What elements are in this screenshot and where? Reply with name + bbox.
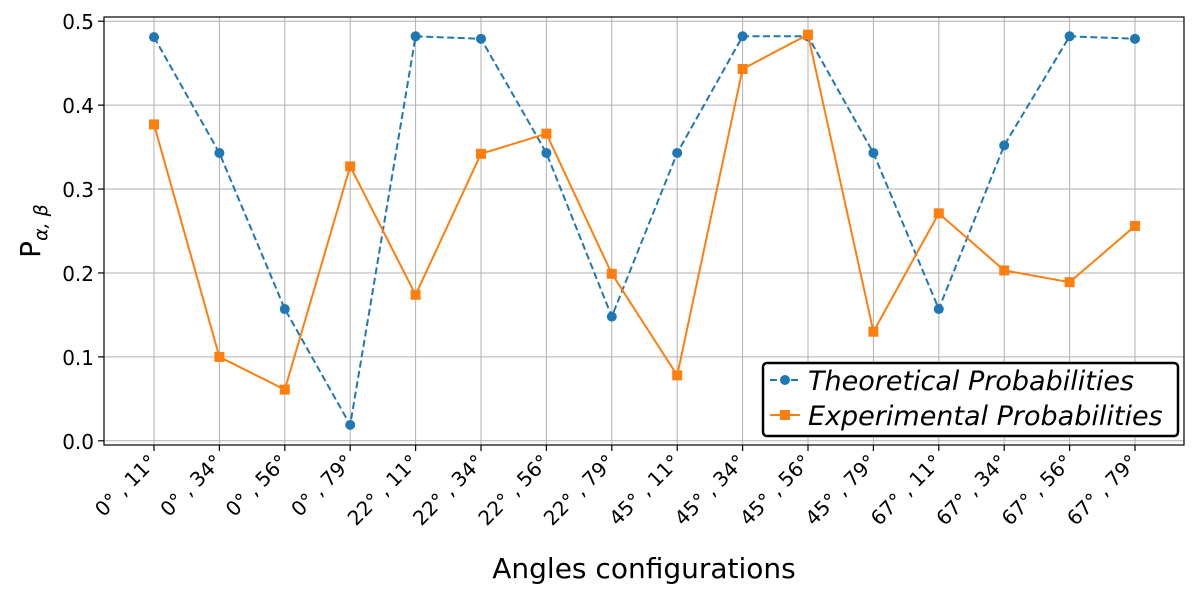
data-point-theoretical [149, 32, 159, 43]
data-point-experimental [606, 268, 617, 279]
data-point-experimental [737, 64, 748, 75]
data-point-experimental [672, 370, 683, 381]
y-tick-label: 0.3 [62, 178, 94, 202]
data-point-experimental [868, 326, 879, 337]
series-layer [149, 29, 1140, 430]
data-point-theoretical [737, 31, 748, 42]
data-point-experimental [476, 148, 486, 159]
legend-entry-experimental: Experimental Probabilities [770, 401, 1163, 432]
x-axis: 0° , 11°0° , 34°0° , 56°0° , 79°22° , 11… [90, 445, 1143, 530]
y-tick-label: 0.5 [62, 10, 94, 34]
x-tick-label: 45° , 11° [604, 450, 685, 531]
data-point-theoretical [933, 304, 944, 315]
legend-marker-experimental [780, 410, 790, 420]
data-point-experimental [1064, 277, 1075, 288]
x-tick-label: 0° , 34° [155, 450, 227, 522]
y-tick-label: 0.4 [62, 94, 94, 118]
plot-frame [103, 16, 1185, 446]
y-tick-label: 0.1 [62, 346, 94, 370]
x-tick-label: 67° , 56° [997, 450, 1078, 531]
data-point-experimental [279, 384, 290, 395]
data-point-experimental [999, 265, 1010, 276]
data-point-experimental [410, 289, 421, 300]
x-tick-label: 0° , 56° [221, 450, 293, 522]
legend-marker-theoretical [780, 375, 790, 385]
y-axis: 0.0 0.1 0.2 0.3 0.4 0.5 [62, 10, 104, 454]
y-axis-title-subscript: α, β [30, 204, 52, 241]
series-line-1 [153, 33, 1136, 392]
legend-box [761, 361, 1180, 438]
x-tick-label: 45° , 79° [800, 450, 881, 531]
series-line-0 [153, 35, 1136, 428]
data-point-experimental [149, 119, 159, 130]
x-tick-label: 22° , 11° [343, 450, 424, 531]
y-tick-label: 0.0 [62, 430, 94, 454]
data-point-experimental [933, 208, 944, 219]
data-point-theoretical [279, 304, 290, 315]
x-tick-label: 45° , 34° [670, 450, 751, 531]
legend-entry-theoretical: Theoretical Probabilities [770, 366, 1134, 397]
data-point-theoretical [1064, 31, 1075, 42]
data-point-theoretical [999, 140, 1010, 151]
y-axis-title: Pα, β [14, 204, 52, 258]
data-point-theoretical [868, 147, 879, 158]
x-tick-label: 45° , 56° [735, 450, 816, 531]
data-point-theoretical [214, 147, 225, 158]
x-tick-label: 22° , 56° [473, 450, 554, 531]
data-point-experimental [345, 161, 356, 172]
data-point-theoretical [410, 31, 421, 42]
x-tick-label: 0° , 11° [90, 450, 162, 522]
data-point-theoretical [1130, 33, 1140, 44]
x-tick-label: 67° , 34° [931, 450, 1012, 531]
y-axis-title-main: P [14, 241, 47, 258]
y-tick-label: 0.2 [62, 262, 94, 286]
x-tick-label: 67° , 79° [1062, 450, 1143, 531]
data-point-experimental [541, 128, 552, 139]
data-point-theoretical [672, 147, 683, 158]
x-axis-title: Angles configurations [492, 552, 796, 585]
x-tick-label: 22° , 79° [539, 450, 620, 531]
data-point-experimental [1130, 220, 1140, 231]
x-tick-label: 67° , 11° [866, 450, 947, 531]
data-point-theoretical [541, 147, 552, 158]
legend: Theoretical Probabilities Experimental P… [761, 361, 1180, 438]
data-point-theoretical [345, 419, 356, 430]
data-point-experimental [803, 29, 813, 40]
legend-label-experimental: Experimental Probabilities [808, 401, 1163, 432]
legend-label-theoretical: Theoretical Probabilities [808, 366, 1134, 397]
data-point-theoretical [476, 33, 486, 44]
x-tick-label: 22° , 34° [408, 450, 489, 531]
data-point-theoretical [606, 311, 617, 322]
data-point-experimental [214, 351, 225, 362]
